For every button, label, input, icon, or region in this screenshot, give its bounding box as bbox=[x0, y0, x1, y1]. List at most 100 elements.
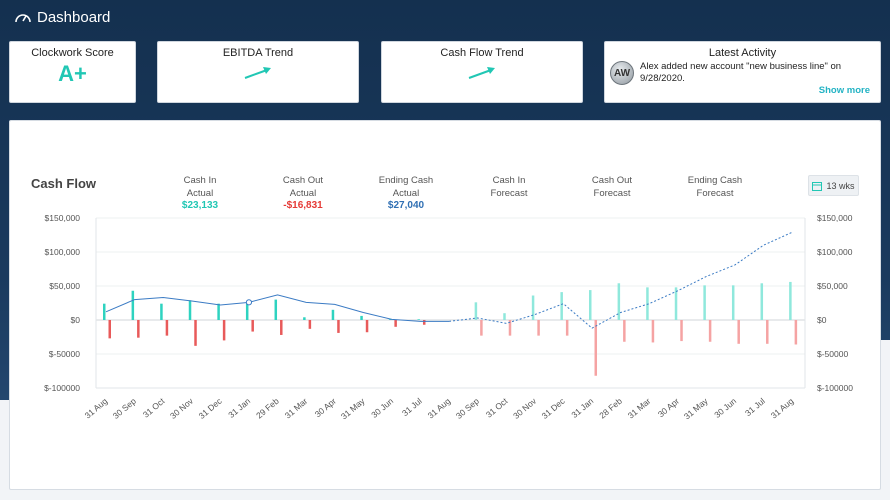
y-tick-label-left: $150,000 bbox=[45, 213, 81, 223]
clockwork-score-card[interactable]: Clockwork Score A+ bbox=[9, 41, 136, 103]
metric-value: $23,133 bbox=[181, 200, 219, 211]
cash-out-bar bbox=[365, 320, 369, 333]
trend-up-icon bbox=[468, 67, 495, 79]
cash-flow-chart: $150,000 $150,000 $100,000 $100,000 $50,000 $… bbox=[44, 213, 853, 421]
metric-cash-in-forecast: Cash In Forecast bbox=[459, 175, 559, 200]
cash-out-bar bbox=[594, 320, 598, 376]
metric-ending-cash-forecast: Ending Cash Forecast bbox=[665, 175, 765, 200]
metric-cash-in-actual: Cash In Actual $23,133 bbox=[150, 175, 250, 213]
metric-label: Actual bbox=[186, 187, 214, 199]
cash-out-bar bbox=[165, 320, 169, 336]
metric-label: Forecast bbox=[490, 187, 528, 199]
cash-in-bar bbox=[245, 303, 249, 320]
ending-cash-actual-line bbox=[105, 294, 450, 322]
x-tick-label: 30 Nov bbox=[168, 395, 196, 420]
metric-value: $27,040 bbox=[387, 200, 425, 211]
x-tick-label: 31 Jan bbox=[226, 396, 252, 420]
cash-in-bar bbox=[417, 319, 420, 320]
cash-out-bar bbox=[480, 320, 483, 336]
cash-out-bar bbox=[251, 320, 254, 332]
x-tick-label: 30 Sep bbox=[454, 396, 481, 421]
x-tick-label: 31 May bbox=[682, 395, 710, 421]
cash-out-bar bbox=[108, 320, 111, 339]
latest-activity-card: Latest Activity AW Alex added new accoun… bbox=[604, 41, 881, 103]
y-tick-label-left: $-50000 bbox=[49, 349, 80, 359]
cash-out-bar bbox=[280, 320, 283, 335]
metric-label: Ending Cash bbox=[687, 175, 743, 186]
x-tick-label: 31 Dec bbox=[197, 395, 225, 420]
x-tick-label: 31 Mar bbox=[626, 396, 653, 421]
calendar-icon bbox=[812, 181, 823, 191]
metric-label: Forecast bbox=[696, 187, 734, 199]
x-tick-label: 31 Aug bbox=[83, 396, 110, 421]
cash-in-bar bbox=[303, 317, 306, 320]
cash-out-bar bbox=[194, 320, 197, 346]
cash-flow-trend-card[interactable]: Cash Flow Trend bbox=[381, 41, 583, 103]
cash-out-bar bbox=[766, 320, 769, 344]
cash-out-bar bbox=[708, 320, 712, 342]
y-tick-label-left: $50,000 bbox=[49, 281, 80, 291]
cash-in-bar bbox=[531, 295, 535, 320]
y-tick-label-right: $100,000 bbox=[817, 247, 853, 257]
x-tick-label: 31 May bbox=[339, 395, 367, 421]
cash-flow-title: Cash Flow bbox=[31, 176, 97, 191]
cash-out-bar bbox=[137, 320, 140, 338]
metric-cash-out-actual: Cash Out Actual -$16,831 bbox=[253, 175, 353, 213]
y-tick-label-left: $100,000 bbox=[45, 247, 81, 257]
cash-out-bar bbox=[337, 320, 340, 333]
x-tick-label: 30 Jun bbox=[712, 396, 738, 420]
weeks-range-button[interactable]: 13 wks bbox=[808, 175, 859, 196]
cash-in-bar bbox=[589, 290, 592, 320]
cash-in-bar bbox=[331, 309, 335, 320]
cash-in-bar bbox=[617, 283, 621, 320]
metric-label: Cash In bbox=[183, 175, 217, 186]
gauge-icon bbox=[15, 14, 31, 23]
x-tick-label: 28 Feb bbox=[597, 396, 624, 421]
cash-in-bar bbox=[360, 315, 363, 320]
ending-cash-forecast-line bbox=[449, 231, 793, 329]
cash-out-bar bbox=[651, 320, 655, 343]
x-tick-label: 31 Jul bbox=[400, 396, 424, 418]
metric-label: Forecast bbox=[593, 187, 631, 199]
y-tick-label-right: $0 bbox=[817, 315, 827, 325]
ebitda-trend-card[interactable]: EBITDA Trend bbox=[157, 41, 359, 103]
cash-out-bar bbox=[422, 320, 426, 325]
x-tick-label: 31 Jul bbox=[743, 396, 767, 418]
cash-out-bar bbox=[565, 320, 569, 336]
cash-in-bar bbox=[731, 285, 735, 320]
cash-flow-panel: Cash Flow Cash In Actual $23,133 Cash Ou… bbox=[9, 120, 881, 490]
metric-label: Actual bbox=[392, 187, 420, 199]
x-tick-label: 31 Oct bbox=[484, 395, 510, 419]
trend-up-icon bbox=[244, 67, 271, 79]
y-tick-label-left: $-100000 bbox=[44, 383, 80, 393]
cash-in-bar bbox=[674, 287, 678, 320]
show-more-link[interactable]: Show more bbox=[818, 85, 870, 96]
activity-text: Alex added new account "new business lin… bbox=[640, 61, 842, 84]
cash-in-bar bbox=[388, 319, 392, 320]
cash-in-bar bbox=[217, 303, 220, 320]
metric-label: Ending Cash bbox=[378, 175, 434, 186]
cash-out-bar bbox=[537, 320, 540, 336]
cash-out-bar bbox=[737, 320, 740, 344]
cash-in-bar bbox=[760, 283, 764, 320]
cash-in-bar bbox=[103, 303, 106, 320]
y-tick-label-right: $-100000 bbox=[817, 383, 853, 393]
ending-cash-point bbox=[245, 299, 253, 306]
cash-in-bar bbox=[646, 287, 649, 320]
y-tick-label-left: $0 bbox=[71, 315, 81, 325]
x-tick-label: 30 Nov bbox=[511, 395, 539, 420]
weeks-range-label: 13 wks bbox=[826, 180, 855, 191]
cash-in-bar bbox=[789, 281, 792, 320]
header: Dashboard bbox=[14, 7, 110, 27]
cash-out-bar bbox=[222, 320, 226, 341]
cash-in-bar bbox=[474, 302, 478, 320]
metric-ending-cash-actual: Ending Cash Actual $27,040 bbox=[356, 175, 456, 213]
cash-out-bar bbox=[623, 320, 626, 342]
x-tick-label: 31 Aug bbox=[769, 396, 796, 421]
avatar: AW bbox=[610, 61, 634, 85]
x-tick-label: 31 Jan bbox=[569, 396, 595, 420]
ebitda-trend-title: EBITDA Trend bbox=[222, 47, 294, 59]
cash-out-bar bbox=[394, 320, 397, 327]
cash-out-bar bbox=[794, 320, 798, 345]
cash-out-bar bbox=[680, 320, 683, 342]
